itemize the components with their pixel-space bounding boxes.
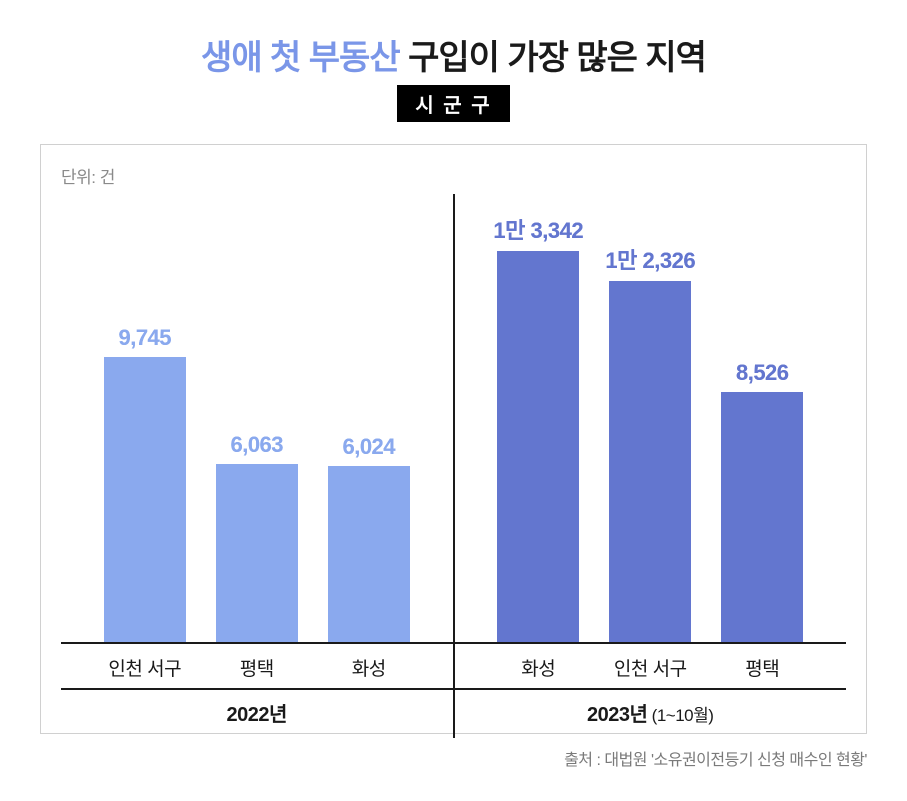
title-block: 생애 첫 부동산 구입이 가장 많은 지역 시 군 구 [40,30,867,122]
unit-label: 단위: 건 [61,163,846,188]
year-row: 2022년2023년 (1~10월) [61,688,846,738]
bar-rect [328,466,410,642]
category-cell: 인천 서구 평택 화성 [61,644,453,688]
year-label: 2023년 (1~10월) [453,690,847,738]
bar-value-label: 8,526 [736,360,789,386]
category-label: 인천 서구 [104,644,186,688]
bar-value-label: 1만 2,326 [605,243,695,275]
bar-rect [721,392,803,642]
title-emphasis: 생애 첫 부동산 [201,39,400,77]
bar-group: 1만 3,342 1만 2,326 8,526 [453,194,847,642]
subtitle-badge: 시 군 구 [397,85,509,122]
category-label: 화성 [328,644,410,688]
category-label: 인천 서구 [609,644,691,688]
chart-frame: 단위: 건 9,745 6,063 6,024 1만 3,342 1만 2,326 8,5… [40,144,867,734]
year-label: 2022년 [61,690,453,738]
bar-value-label: 9,745 [118,325,171,351]
category-row: 인천 서구 평택 화성 화성 인천 서구 평택 [61,644,846,688]
bar: 6,024 [328,466,410,642]
bar: 8,526 [721,392,803,642]
bar-rect [104,357,186,642]
bar-rect [609,281,691,642]
bar-value-label: 1만 3,342 [493,213,583,245]
chart-title: 생애 첫 부동산 구입이 가장 많은 지역 [40,30,867,79]
source-citation: 출처 : 대법원 '소유권이전등기 신청 매수인 현황' [40,746,867,770]
category-label: 평택 [216,644,298,688]
bar: 9,745 [104,357,186,642]
bar-rect [497,251,579,642]
bar: 6,063 [216,464,298,642]
title-rest: 구입이 가장 많은 지역 [400,39,706,77]
category-cell: 화성 인천 서구 평택 [453,644,847,688]
plot-area: 9,745 6,063 6,024 1만 3,342 1만 2,326 8,526 [61,194,846,644]
category-label: 화성 [497,644,579,688]
bar-value-label: 6,024 [342,434,395,460]
bar-group: 9,745 6,063 6,024 [61,194,453,642]
bar: 1만 3,342 [497,251,579,642]
chart-container: 생애 첫 부동산 구입이 가장 많은 지역 시 군 구 단위: 건 9,745 6… [0,0,907,801]
bar-rect [216,464,298,642]
bar: 1만 2,326 [609,281,691,642]
bar-value-label: 6,063 [230,432,283,458]
category-label: 평택 [721,644,803,688]
